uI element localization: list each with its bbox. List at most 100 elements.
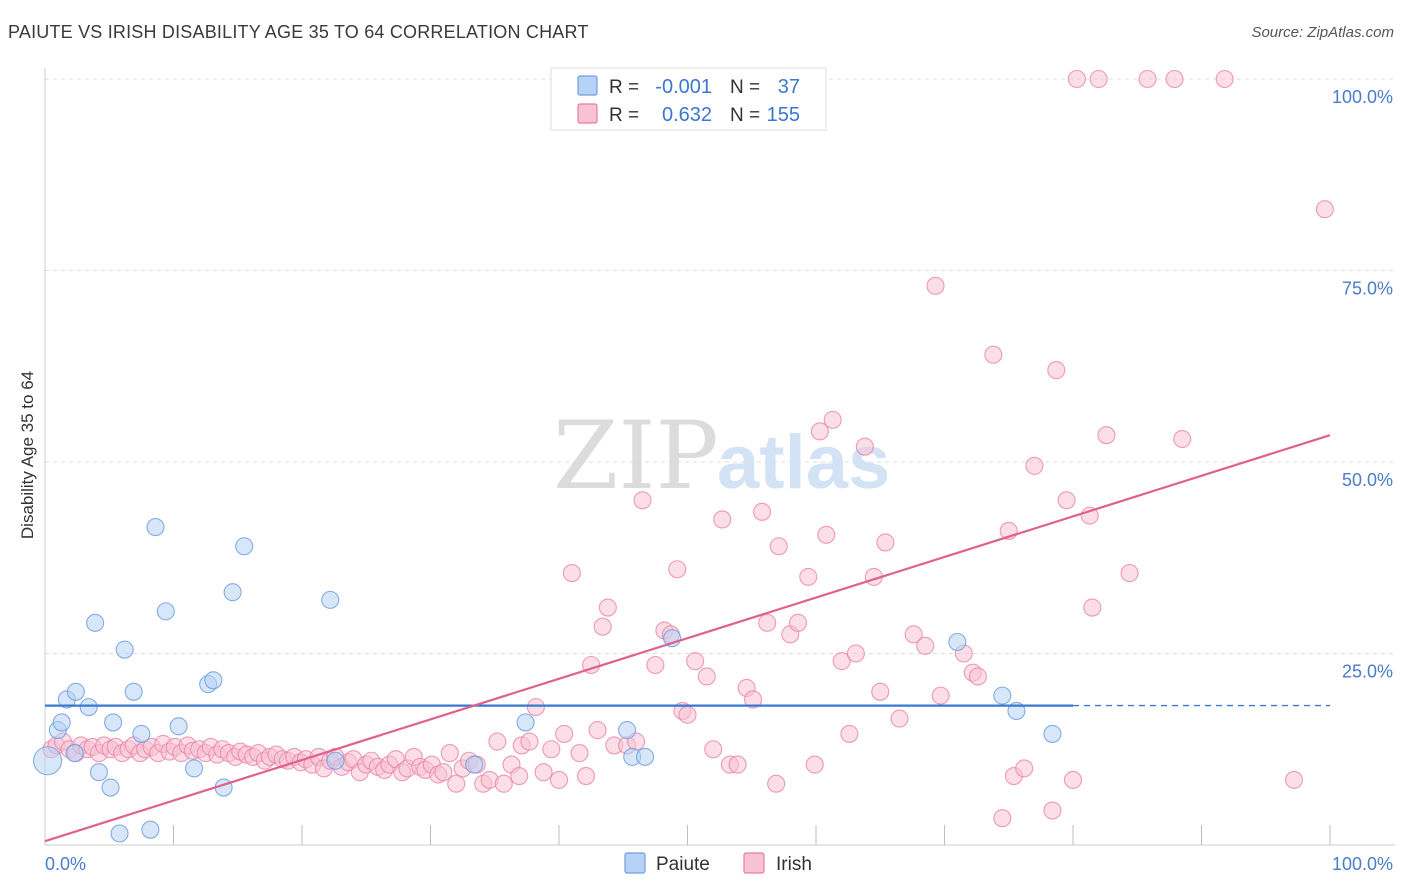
legend-irish-r-value: 0.632: [662, 104, 712, 126]
irish-point: [520, 732, 539, 751]
irish-point: [510, 767, 529, 786]
paiute-point: [169, 717, 188, 736]
paiute-point: [66, 682, 85, 701]
trend-layer: [44, 434, 1331, 843]
irish-point: [890, 709, 909, 728]
y-tick-label: 75.0%: [1342, 279, 1393, 299]
source-label: Source: ZipAtlas.com: [1251, 24, 1394, 41]
legend-bottom-paiute-swatch: [624, 852, 646, 874]
watermark-zip: ZIP: [553, 402, 719, 511]
irish-point: [846, 644, 865, 663]
irish-point: [1047, 361, 1066, 380]
legend-irish-n-label: N =: [730, 105, 760, 126]
paiute-point: [618, 721, 637, 740]
legend-irish-r-label: R =: [609, 105, 639, 126]
irish-point: [916, 636, 935, 655]
paiute-point: [156, 602, 175, 621]
paiute-point: [321, 590, 340, 609]
irish-point: [549, 770, 569, 789]
paiute-point: [79, 698, 98, 717]
irish-point: [1138, 69, 1157, 89]
irish-point: [1315, 200, 1334, 219]
y-tick-label: 100.0%: [1332, 87, 1393, 107]
legend-top: R = -0.001 N = 37 R = 0.632 N = 155: [550, 67, 827, 131]
irish-point: [434, 763, 453, 782]
tick-label-layer: 25.0% 50.0% 75.0% 100.0% 0.0% 100.0%: [45, 87, 1393, 874]
paiute-point: [146, 518, 165, 537]
paiute-point: [141, 820, 160, 839]
irish-point: [840, 724, 859, 743]
irish-point: [855, 437, 874, 456]
legend-bottom: Paiute Irish: [624, 852, 812, 875]
irish-point: [926, 276, 945, 295]
legend-irish-swatch: [577, 103, 598, 124]
irish-point: [1215, 69, 1234, 89]
irish-point: [728, 755, 747, 774]
irish-point: [810, 422, 829, 441]
irish-point: [799, 567, 818, 586]
paiute-point: [104, 713, 123, 732]
irish-point: [984, 345, 1003, 364]
irish-point: [1063, 770, 1083, 789]
irish-point: [447, 774, 466, 793]
irish-point: [1284, 770, 1304, 789]
paiute-point: [115, 640, 134, 659]
irish-point: [1173, 429, 1192, 449]
irish-trend-line: [44, 434, 1331, 843]
y-tick-label: 50.0%: [1342, 470, 1393, 490]
paiute-point: [86, 613, 105, 632]
irish-point: [1025, 456, 1044, 475]
irish-point: [588, 721, 607, 740]
irish-point: [743, 690, 763, 709]
irish-point: [823, 410, 842, 429]
paiute-point: [636, 747, 655, 766]
irish-point: [555, 724, 574, 743]
irish-point: [488, 732, 507, 751]
y-tick-label: 25.0%: [1342, 662, 1393, 682]
chart-title: PAIUTE VS IRISH DISABILITY AGE 35 TO 64 …: [8, 22, 589, 42]
watermark: ZIP atlas: [553, 402, 890, 511]
irish-point: [713, 510, 732, 529]
paiute-point: [101, 778, 120, 797]
legend-bottom-irish-label: Irish: [776, 854, 812, 875]
irish-point: [788, 613, 808, 632]
paiute-point: [993, 686, 1012, 705]
irish-point: [440, 744, 459, 763]
paiute-point: [65, 744, 84, 763]
legend-bottom-paiute-label: Paiute: [656, 854, 710, 875]
irish-point: [1165, 69, 1184, 89]
irish-point: [1120, 564, 1139, 583]
irish-point: [758, 613, 777, 632]
paiute-point: [110, 824, 129, 843]
irish-point: [968, 667, 987, 686]
irish-point: [526, 698, 545, 717]
paiute-point: [465, 755, 484, 774]
irish-point: [767, 774, 786, 793]
irish-point: [769, 537, 788, 556]
paiute-point: [124, 682, 143, 701]
paiute-point: [516, 713, 535, 732]
irish-point: [697, 667, 716, 686]
irish-point: [817, 525, 836, 544]
paiute-point: [185, 759, 204, 778]
irish-point: [576, 767, 596, 786]
irish-point: [542, 740, 561, 759]
irish-point: [1067, 69, 1086, 89]
legend-irish-n-value: 155: [767, 104, 800, 126]
irish-point: [646, 655, 665, 675]
legend-paiute-swatch: [577, 75, 598, 96]
paiute-point: [223, 583, 242, 602]
irish-point: [593, 617, 612, 636]
paiute-point: [326, 751, 345, 770]
irish-point: [534, 763, 553, 782]
paiute-point: [52, 713, 71, 732]
irish-point: [598, 598, 617, 617]
irish-point: [562, 564, 581, 583]
paiute-point: [132, 724, 151, 743]
irish-point: [633, 491, 652, 510]
irish-point: [678, 705, 697, 724]
paiute-point: [1043, 724, 1062, 743]
irish-point: [993, 809, 1012, 828]
irish-point: [570, 744, 589, 763]
